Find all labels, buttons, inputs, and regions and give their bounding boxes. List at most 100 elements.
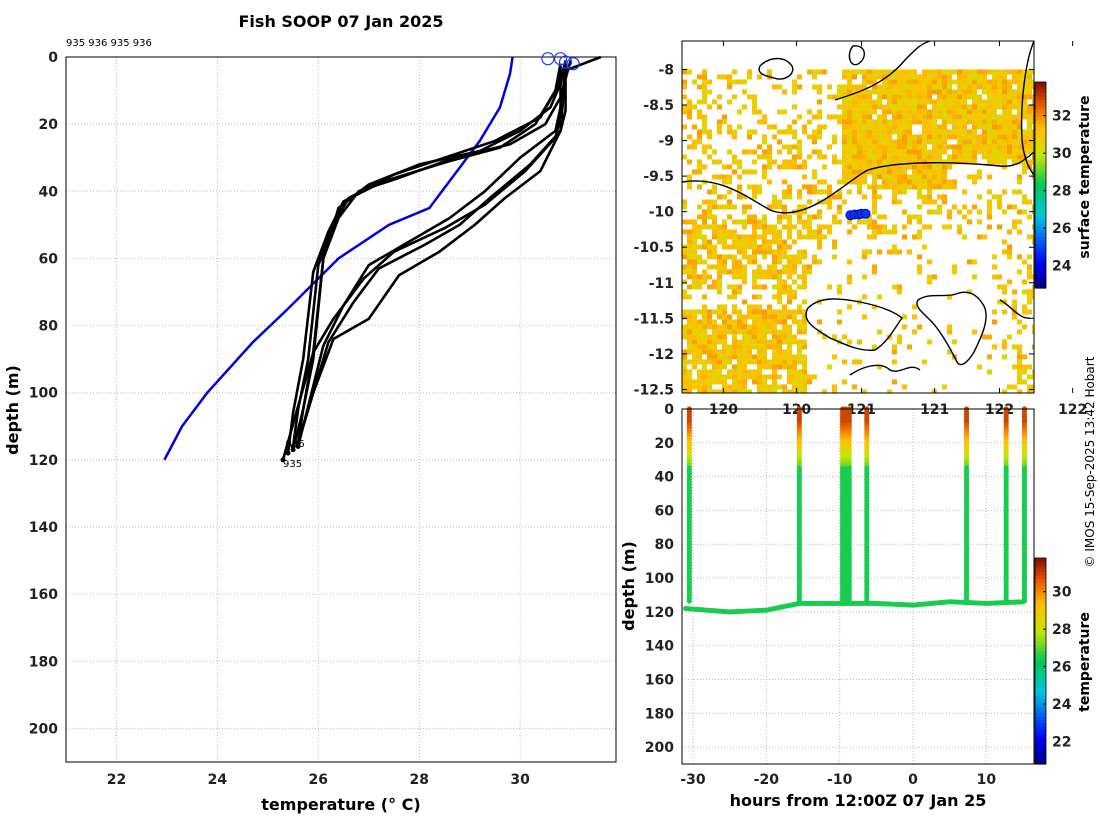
sst-pixel bbox=[937, 114, 942, 120]
sst-pixel bbox=[987, 354, 992, 360]
sst-pixel bbox=[867, 79, 872, 85]
profile-line-profile-2 bbox=[291, 63, 567, 447]
sst-pixel bbox=[927, 154, 932, 160]
sst-pixel bbox=[722, 329, 727, 335]
sst-pixel bbox=[1007, 109, 1012, 115]
sst-pixel bbox=[857, 129, 862, 135]
sst-pixel bbox=[967, 159, 972, 165]
sst-pixel bbox=[702, 259, 707, 265]
sst-pixel bbox=[857, 144, 862, 150]
sst-pixel bbox=[932, 144, 937, 150]
sst-pixel bbox=[807, 234, 812, 240]
sst-pixel bbox=[922, 144, 927, 150]
section-colorbar-step bbox=[1035, 575, 1046, 580]
sst-pixel bbox=[697, 204, 702, 210]
sst-pixel bbox=[792, 319, 797, 325]
sst-pixel bbox=[877, 224, 882, 230]
sst-pixel bbox=[687, 134, 692, 140]
map-y-tick-label: -12 bbox=[649, 347, 674, 363]
sst-pixel bbox=[687, 309, 692, 315]
sst-pixel bbox=[1002, 114, 1007, 120]
sst-pixel bbox=[797, 259, 802, 265]
sst-pixel bbox=[717, 309, 722, 315]
sst-pixel bbox=[682, 369, 687, 375]
sst-pixel bbox=[927, 139, 932, 145]
sst-pixel bbox=[707, 389, 712, 393]
sst-pixel bbox=[887, 134, 892, 140]
section-y-tick-label: 120 bbox=[645, 605, 674, 621]
sst-pixel bbox=[692, 239, 697, 245]
sst-pixel bbox=[962, 69, 967, 75]
sst-pixel bbox=[742, 319, 747, 325]
sst-pixel bbox=[1012, 79, 1017, 85]
sst-pixel bbox=[787, 159, 792, 165]
sst-pixel bbox=[927, 129, 932, 135]
sst-pixel bbox=[912, 79, 917, 85]
sst-pixel bbox=[752, 129, 757, 135]
sst-pixel bbox=[1017, 364, 1022, 370]
sst-pixel bbox=[947, 99, 952, 105]
sst-pixel bbox=[792, 379, 797, 385]
sst-pixel bbox=[777, 349, 782, 355]
sst-pixel bbox=[732, 204, 737, 210]
sst-pixel bbox=[727, 329, 732, 335]
sst-pixel bbox=[922, 74, 927, 80]
sst-pixel bbox=[882, 84, 887, 90]
sst-pixel bbox=[937, 149, 942, 155]
sst-pixel bbox=[722, 234, 727, 240]
sst-pixel bbox=[852, 224, 857, 230]
sst-pixel bbox=[702, 89, 707, 95]
sst-pixel bbox=[847, 124, 852, 130]
sst-pixel bbox=[887, 74, 892, 80]
profile-y-tick-label: 100 bbox=[29, 386, 58, 402]
sst-pixel bbox=[817, 234, 822, 240]
profile-y-tick-label: 180 bbox=[29, 654, 58, 670]
sst-pixel bbox=[972, 124, 977, 130]
sst-pixel bbox=[867, 164, 872, 170]
sst-pixel bbox=[992, 144, 997, 150]
sst-pixel bbox=[887, 129, 892, 135]
sst-pixel bbox=[1017, 104, 1022, 110]
sst-pixel bbox=[722, 384, 727, 390]
sst-pixel bbox=[992, 119, 997, 125]
sst-pixel bbox=[847, 279, 852, 285]
sst-pixel bbox=[687, 229, 692, 235]
sst-pixel bbox=[892, 349, 897, 355]
sst-pixel bbox=[782, 179, 787, 185]
section-colorbar-step bbox=[1035, 626, 1046, 631]
sst-pixel bbox=[722, 244, 727, 250]
sst-pixel bbox=[762, 334, 767, 340]
sst-pixel bbox=[922, 84, 927, 90]
sst-pixel bbox=[892, 119, 897, 125]
sst-pixel bbox=[787, 194, 792, 200]
sst-pixel bbox=[697, 309, 702, 315]
section-colorbar-label: temperature bbox=[1077, 612, 1093, 712]
sst-pixel bbox=[932, 114, 937, 120]
sst-pixel bbox=[1022, 199, 1027, 205]
section-x-label: hours from 12:00Z 07 Jan 25 bbox=[730, 791, 987, 810]
sst-pixel bbox=[947, 104, 952, 110]
sst-pixel bbox=[1022, 164, 1027, 170]
sst-pixel bbox=[927, 69, 932, 75]
sst-pixel bbox=[957, 159, 962, 165]
sst-pixel bbox=[942, 139, 947, 145]
sst-pixel bbox=[767, 304, 772, 310]
map-colorbar-step bbox=[1035, 212, 1046, 217]
sst-pixel bbox=[767, 374, 772, 380]
sst-pixel bbox=[897, 154, 902, 160]
sst-pixel bbox=[997, 159, 1002, 165]
sst-pixel bbox=[1022, 129, 1027, 135]
sst-pixel bbox=[907, 69, 912, 75]
sst-pixel bbox=[702, 364, 707, 370]
sst-pixel bbox=[807, 214, 812, 220]
sst-pixel bbox=[747, 214, 752, 220]
sst-pixel bbox=[692, 344, 697, 350]
section-colorbar-step bbox=[1035, 664, 1046, 669]
sst-pixel bbox=[692, 334, 697, 340]
sst-pixel bbox=[707, 319, 712, 325]
sst-pixel bbox=[722, 334, 727, 340]
sst-pixel bbox=[757, 349, 762, 355]
sst-pixel bbox=[757, 379, 762, 385]
sst-pixel bbox=[742, 264, 747, 270]
map-colorbar-step bbox=[1035, 160, 1046, 165]
